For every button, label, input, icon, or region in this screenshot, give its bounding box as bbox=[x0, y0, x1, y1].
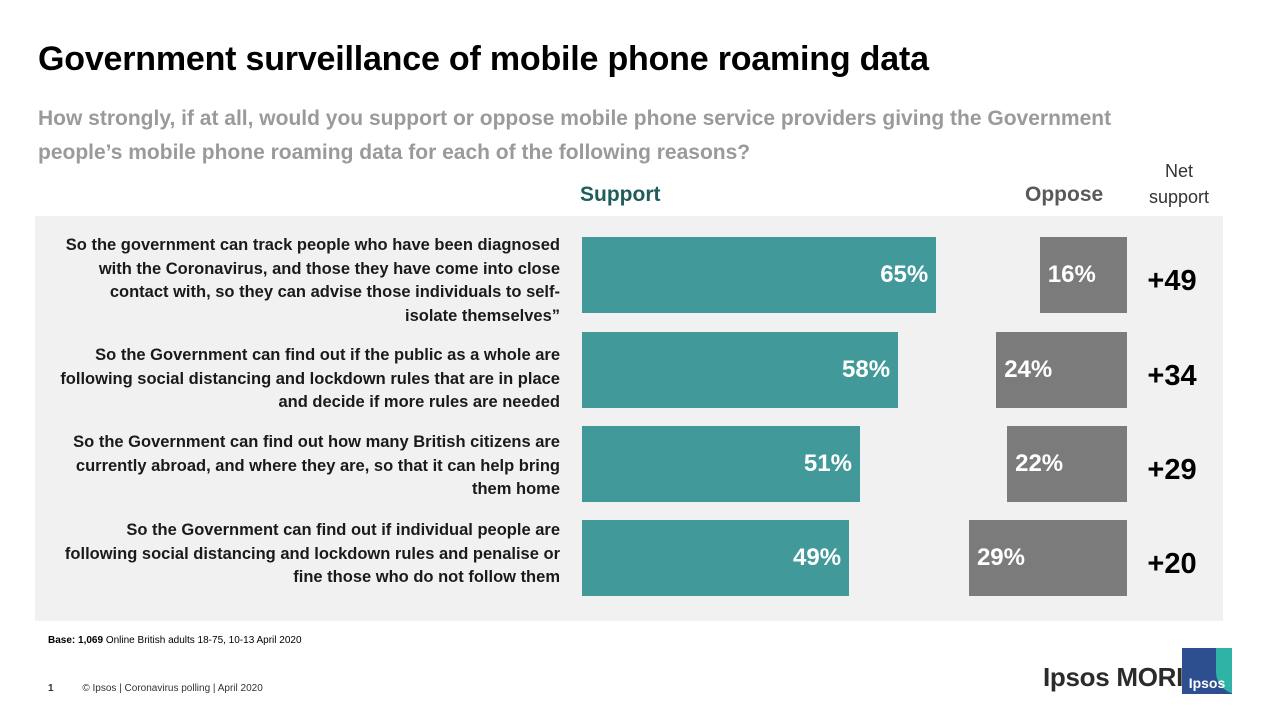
ipsos-logo: Ipsos bbox=[1182, 648, 1232, 694]
page-number: 1 bbox=[48, 683, 54, 694]
net-support-value: +49 bbox=[1147, 265, 1197, 297]
oppose-value-label: 22% bbox=[1015, 450, 1064, 477]
category-label: So the government can track people who h… bbox=[65, 236, 560, 325]
support-value-label: 58% bbox=[842, 356, 891, 383]
base-label: Base: bbox=[48, 635, 76, 646]
support-bar: 58% bbox=[582, 332, 899, 408]
oppose-value-label: 16% bbox=[1047, 261, 1096, 288]
net-support-value: +29 bbox=[1147, 454, 1197, 486]
ipsos-mori-wordmark: Ipsos MORI bbox=[1043, 662, 1184, 692]
net-support-value: +20 bbox=[1147, 548, 1197, 580]
base-note: Base: 1,069 Online British adults 18-75,… bbox=[48, 635, 302, 646]
oppose-bar: 24% bbox=[996, 332, 1127, 408]
support-value-label: 51% bbox=[803, 450, 852, 477]
support-bar: 51% bbox=[582, 426, 860, 502]
category-label: So the Government can find out how many … bbox=[73, 433, 560, 498]
logo-text: Ipsos bbox=[1188, 675, 1226, 691]
footer: 1 © Ipsos | Coronavirus polling | April … bbox=[48, 683, 263, 694]
oppose-header: Oppose bbox=[1025, 183, 1104, 206]
chart-title: Government surveillance of mobile phone … bbox=[38, 40, 929, 78]
chart-subtitle: How strongly, if at all, would you suppo… bbox=[38, 107, 1112, 164]
oppose-bar: 16% bbox=[1039, 237, 1127, 313]
support-value-label: 49% bbox=[793, 544, 842, 571]
net-support-value: +34 bbox=[1147, 360, 1197, 392]
category-label: So the Government can find out if the pu… bbox=[60, 346, 560, 411]
support-bar: 49% bbox=[582, 520, 850, 596]
net-header-line2: support bbox=[1148, 187, 1210, 207]
net-header-line1: Net bbox=[1164, 161, 1193, 181]
support-bar: 65% bbox=[582, 237, 937, 313]
oppose-bar: 29% bbox=[968, 520, 1127, 596]
category-label: So the Government can find out if indivi… bbox=[64, 521, 560, 586]
support-header: Support bbox=[580, 183, 661, 206]
net-support-header: Net support bbox=[1134, 158, 1224, 210]
oppose-value-label: 29% bbox=[976, 544, 1025, 571]
oppose-bar: 22% bbox=[1007, 426, 1127, 502]
base-text: Online British adults 18-75, 10-13 April… bbox=[103, 635, 302, 646]
footer-text: © Ipsos | Coronavirus polling | April 20… bbox=[82, 683, 263, 694]
base-count: 1,069 bbox=[78, 635, 104, 646]
support-value-label: 65% bbox=[880, 261, 929, 288]
oppose-value-label: 24% bbox=[1004, 356, 1053, 383]
logo-swoosh-icon bbox=[1216, 648, 1232, 694]
